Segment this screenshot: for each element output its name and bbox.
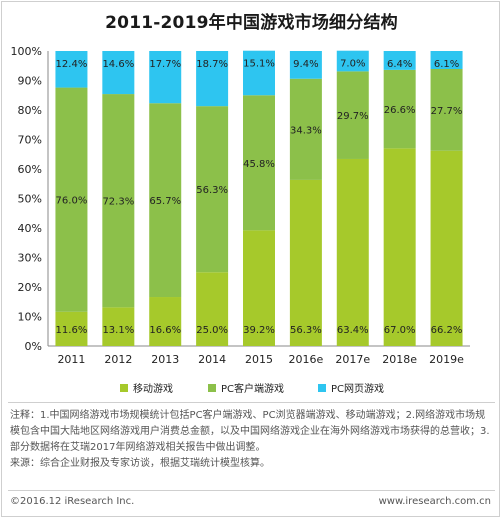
bar-web (336, 50, 369, 72)
bar-mobile (149, 297, 182, 346)
legend-swatch-mobile (120, 383, 128, 392)
data-label-web: 9.4% (293, 59, 318, 70)
data-label-client: 45.8% (243, 159, 275, 170)
data-label-mobile: 66.2% (431, 325, 463, 336)
bar-client (149, 103, 182, 298)
data-label-web: 7.0% (340, 59, 365, 70)
footer-divider (8, 490, 495, 491)
bar-client (383, 69, 416, 149)
bar-client (336, 71, 369, 159)
bar-web (430, 51, 463, 69)
y-tick-label: 90% (18, 75, 42, 88)
bar-web (196, 51, 229, 107)
legend-label-mobile: 移动游戏 (133, 384, 173, 395)
bar-web (243, 50, 275, 96)
legend-swatch-web (318, 383, 326, 392)
y-tick-label: 50% (18, 193, 42, 206)
source-url: www.iresearch.com.cn (378, 496, 491, 507)
chart-title: 2011-2019年中国游戏市场细分结构 (105, 13, 398, 33)
data-label-web: 17.7% (149, 59, 181, 70)
stacked-bar-chart: 0% 10% 20% 30% 40% 50% 60% 70% 80% 90% 100% 11.6% 76… (11, 45, 470, 366)
data-label-mobile: 67.0% (384, 325, 416, 336)
legend-label-web: PC网页游戏 (331, 384, 385, 395)
x-tick-label: 2017e (335, 353, 370, 366)
data-label-client: 26.6% (384, 105, 416, 116)
x-tick-label: 2011 (57, 353, 85, 366)
data-label-web: 14.6% (102, 59, 134, 70)
bar-client (55, 87, 88, 312)
x-tick-label: 2019e (429, 353, 464, 366)
bar-mobile (102, 307, 135, 346)
data-label-mobile: 13.1% (102, 325, 134, 336)
legend-label-client: PC客户端游戏 (221, 384, 285, 395)
data-label-client: 65.7% (149, 196, 181, 207)
data-label-web: 6.1% (434, 59, 459, 70)
x-tick-label: 2018e (382, 353, 417, 366)
y-tick-label: 0% (25, 340, 42, 353)
bar-client (243, 95, 275, 231)
x-tick-label: 2013 (151, 353, 179, 366)
data-label-mobile: 16.6% (149, 325, 181, 336)
notes-divider (8, 402, 495, 403)
y-tick-label: 100% (11, 45, 42, 58)
x-tick-label: 2016e (289, 353, 324, 366)
data-label-mobile: 25.0% (196, 325, 228, 336)
data-label-web: 6.4% (387, 59, 412, 70)
data-label-mobile: 11.6% (56, 325, 88, 336)
bar-mobile (289, 179, 322, 346)
data-label-client: 29.7% (337, 111, 369, 122)
y-tick-label: 30% (18, 252, 42, 265)
copyright-text: ©2016.12 iResearch Inc. (10, 496, 135, 507)
legend-swatch-client (208, 383, 216, 392)
bar-web (55, 51, 88, 88)
bar-client (289, 78, 322, 180)
bar-mobile (383, 148, 416, 346)
x-tick-label: 2014 (198, 353, 226, 366)
data-label-mobile: 56.3% (290, 325, 322, 336)
source-text: 来源：综合企业财报及专家访谈，根据艾瑞统计模型核算。 (10, 458, 270, 469)
data-label-web: 12.4% (56, 59, 88, 70)
bar-mobile (336, 158, 369, 346)
bar-client (196, 106, 229, 273)
legend-item-mobile: 移动游戏 (120, 380, 173, 395)
data-label-web: 15.1% (243, 59, 275, 70)
data-label-mobile: 39.2% (243, 325, 275, 336)
y-tick-label: 40% (18, 222, 42, 235)
data-label-client: 56.3% (196, 185, 228, 196)
x-tick-label: 2012 (104, 353, 132, 366)
chart-legend: 移动游戏 PC客户端游戏 PC网页游戏 (0, 380, 503, 396)
bar-mobile (243, 230, 275, 346)
data-label-client: 72.3% (102, 197, 134, 208)
bar-mobile (196, 272, 229, 346)
legend-item-web: PC网页游戏 (318, 380, 384, 395)
x-tick-label: 2015 (245, 353, 273, 366)
notes-text: 注释：1.中国网络游戏市场规模统计包括PC客户端游戏、PC浏览器端游戏、移动端游… (10, 410, 490, 453)
bar-web (383, 51, 416, 70)
data-label-client: 34.3% (290, 125, 322, 136)
bar-client (430, 68, 463, 151)
data-label-client: 27.7% (431, 106, 463, 117)
y-tick-label: 70% (18, 134, 42, 147)
y-tick-label: 80% (18, 104, 42, 117)
bar-web (149, 51, 182, 104)
data-label-web: 18.7% (196, 59, 228, 70)
y-tick-label: 10% (18, 311, 42, 324)
data-label-client: 76.0% (56, 196, 88, 207)
y-tick-label: 20% (18, 281, 42, 294)
bar-web (289, 51, 322, 79)
y-tick-label: 60% (18, 163, 42, 176)
data-label-mobile: 63.4% (337, 325, 369, 336)
notes-block: 注释：1.中国网络游戏市场规模统计包括PC客户端游戏、PC浏览器端游戏、移动端游… (10, 408, 494, 472)
bar-mobile (430, 150, 463, 346)
bar-mobile (55, 311, 88, 346)
bar-web (102, 51, 135, 95)
bar-client (102, 94, 135, 308)
legend-item-client: PC客户端游戏 (208, 380, 284, 395)
